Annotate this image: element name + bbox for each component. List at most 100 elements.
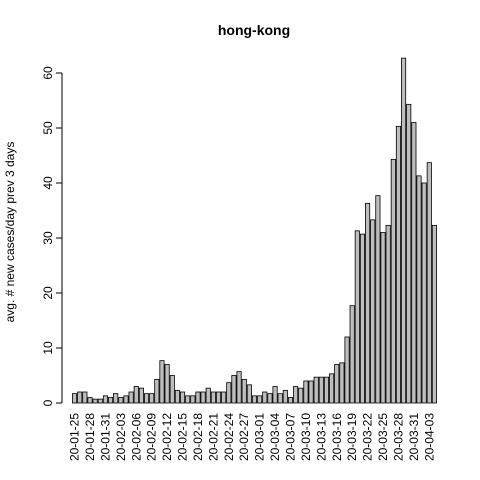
- x-tick-label: 20-02-09: [145, 413, 159, 461]
- bar: [102, 395, 108, 404]
- bar: [349, 305, 355, 404]
- y-axis-label: avg. # new cases/day prev 3 days: [3, 142, 17, 323]
- bar: [401, 57, 407, 404]
- bar: [421, 182, 427, 404]
- bar: [375, 195, 381, 404]
- bar: [344, 336, 350, 404]
- bar: [144, 393, 150, 404]
- bar: [426, 162, 432, 404]
- x-tick-label: 20-02-24: [222, 413, 236, 461]
- bar: [267, 393, 273, 404]
- bar: [339, 362, 345, 404]
- bar: [293, 386, 299, 404]
- bar: [200, 391, 206, 404]
- x-tick-label: 20-02-12: [160, 413, 174, 461]
- y-tick-label: 20: [41, 286, 55, 300]
- bar: [82, 391, 88, 404]
- x-tick-label: 20-03-19: [345, 413, 359, 461]
- bar: [92, 398, 98, 404]
- bar: [72, 393, 78, 404]
- bar: [236, 371, 242, 404]
- x-tick-label: 20-03-16: [330, 413, 344, 461]
- bar: [221, 391, 227, 404]
- bar: [154, 378, 160, 404]
- x-tick-label: 20-02-27: [237, 413, 251, 461]
- x-tick-label: 20-01-28: [83, 413, 97, 461]
- bar: [241, 378, 247, 404]
- x-tick-label: 20-04-03: [422, 413, 436, 461]
- x-tick-label: 20-02-21: [206, 413, 220, 461]
- x-tick-label: 20-03-25: [376, 413, 390, 461]
- y-tick-label: 50: [41, 121, 55, 135]
- x-tick-label: 20-01-25: [68, 413, 82, 461]
- bar: [431, 224, 437, 404]
- bar: [123, 395, 129, 404]
- bar: [231, 375, 237, 404]
- x-tick-label: 20-03-07: [283, 413, 297, 461]
- x-tick-label: 20-02-18: [191, 413, 205, 461]
- bar: [185, 395, 191, 404]
- bar: [318, 376, 324, 404]
- bar: [108, 397, 114, 404]
- bar: [390, 158, 396, 404]
- chart-title: hong-kong: [218, 22, 290, 38]
- bar: [118, 397, 124, 404]
- x-tick-label: 20-03-22: [361, 413, 375, 461]
- bar: [159, 360, 165, 404]
- bar: [77, 391, 83, 404]
- x-tick-label: 20-03-28: [391, 413, 405, 461]
- bar: [149, 393, 155, 404]
- bar: [205, 387, 211, 404]
- bar: [298, 387, 304, 404]
- bar: [190, 395, 196, 404]
- bar: [323, 376, 330, 404]
- x-tick-label: 20-02-06: [129, 413, 143, 461]
- x-tick-label: 20-03-13: [314, 413, 328, 461]
- bar: [174, 389, 180, 404]
- y-tick-label: 0: [41, 399, 55, 406]
- bar: [303, 380, 309, 404]
- bar: [416, 175, 422, 404]
- bar: [277, 393, 283, 404]
- bar: [133, 386, 139, 404]
- y-tick-label: 60: [41, 66, 55, 80]
- bar: [128, 391, 134, 404]
- bar: [354, 230, 360, 404]
- bar: [370, 219, 376, 404]
- bar: [87, 397, 93, 404]
- bar: [308, 380, 314, 404]
- bar: [411, 122, 417, 404]
- bar: [195, 391, 201, 404]
- bar: [365, 202, 371, 404]
- x-tick-label: 20-03-31: [407, 413, 421, 461]
- x-tick-label: 20-03-10: [299, 413, 313, 461]
- bar: [287, 397, 294, 404]
- bar: [164, 364, 170, 404]
- bar: [257, 395, 263, 404]
- bar: [97, 398, 103, 404]
- bar: [272, 386, 278, 404]
- bar: [210, 391, 216, 404]
- bar: [251, 395, 258, 404]
- bar: [169, 375, 175, 404]
- x-tick-label: 20-02-15: [176, 413, 190, 461]
- bar: [226, 382, 232, 404]
- bar: [262, 391, 268, 404]
- bar: [138, 387, 144, 404]
- x-tick-label: 20-01-31: [98, 413, 112, 461]
- y-tick-label: 40: [41, 176, 55, 190]
- bar: [334, 364, 340, 404]
- y-tick-label: 30: [41, 231, 55, 245]
- bar: [215, 391, 222, 404]
- bar: [179, 391, 186, 404]
- bar: [359, 233, 365, 404]
- bar: [246, 384, 252, 404]
- bar: [406, 103, 412, 404]
- bar: [385, 224, 391, 404]
- bar: [329, 373, 335, 404]
- y-tick-label: 10: [41, 341, 55, 355]
- bar: [313, 376, 319, 404]
- x-tick-label: 20-03-01: [253, 413, 267, 461]
- bar: [282, 389, 288, 404]
